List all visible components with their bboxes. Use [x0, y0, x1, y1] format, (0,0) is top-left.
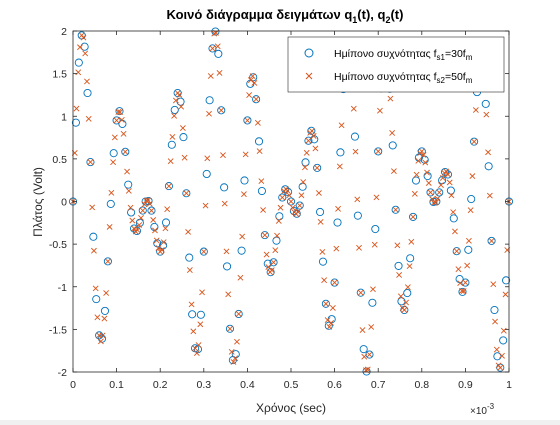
x-tick-label: 1	[506, 379, 512, 391]
y-axis-label: Πλάτος (Volt)	[31, 167, 45, 237]
legend-2-suffix: =50f	[445, 71, 466, 83]
y-tick-label: 0	[61, 197, 67, 209]
title-mid: (t), q	[357, 7, 385, 22]
x-exponent-power: -3	[487, 402, 495, 411]
y-tick-label: -2	[58, 367, 67, 379]
y-tick-label: -1.5	[49, 324, 67, 336]
x-tick-label: 0.9	[458, 379, 473, 391]
y-tick-label: 2	[61, 26, 67, 38]
x-tick-label: 0.2	[153, 379, 168, 391]
y-tick-label: 1	[61, 111, 67, 123]
legend-entry-1: Ημίπονο συχνότητας fs1=30fm	[334, 48, 473, 62]
x-tick-label: 0.1	[109, 379, 124, 391]
x-axis-label: Χρόνος (sec)	[256, 401, 326, 415]
x-tick-label: 0.8	[414, 379, 429, 391]
x-tick-label: 0.5	[284, 379, 299, 391]
legend-1-sub2: m	[466, 53, 473, 62]
legend-entry-2: Ημίπονο συχνότητας fs2=50fm	[334, 71, 473, 85]
chart-title: Κοινό διάγραμμα δειγμάτων q1(t), q2(t)	[167, 7, 404, 25]
legend-2-sub2: m	[466, 76, 473, 85]
y-tick-label: -1	[58, 282, 67, 294]
y-tick-label: -0.5	[49, 239, 67, 251]
legend-1-prefix: Ημίπονο συχνότητας f	[334, 48, 437, 60]
x-exponent-base: ×10	[470, 406, 487, 417]
y-tick-label: 1.5	[52, 69, 67, 81]
x-tick-label: 0.4	[240, 379, 255, 391]
x-tick-label: 0.6	[327, 379, 342, 391]
legend: Ημίπονο συχνότητας fs1=30fm Ημίπονο συχν…	[288, 37, 504, 92]
title-main: Κοινό διάγραμμα δειγμάτων q	[167, 7, 353, 22]
x-tick-label: 0.7	[371, 379, 386, 391]
title-end: (t)	[390, 7, 403, 22]
x-tick-label: 0	[70, 379, 76, 391]
x-tick-label: 0.3	[196, 379, 211, 391]
legend-1-suffix: =30f	[445, 48, 466, 60]
x-axis-exponent: ×10-3	[470, 402, 495, 417]
y-tick-label: 0.5	[52, 154, 67, 166]
legend-2-prefix: Ημίπονο συχνότητας f	[334, 71, 437, 83]
